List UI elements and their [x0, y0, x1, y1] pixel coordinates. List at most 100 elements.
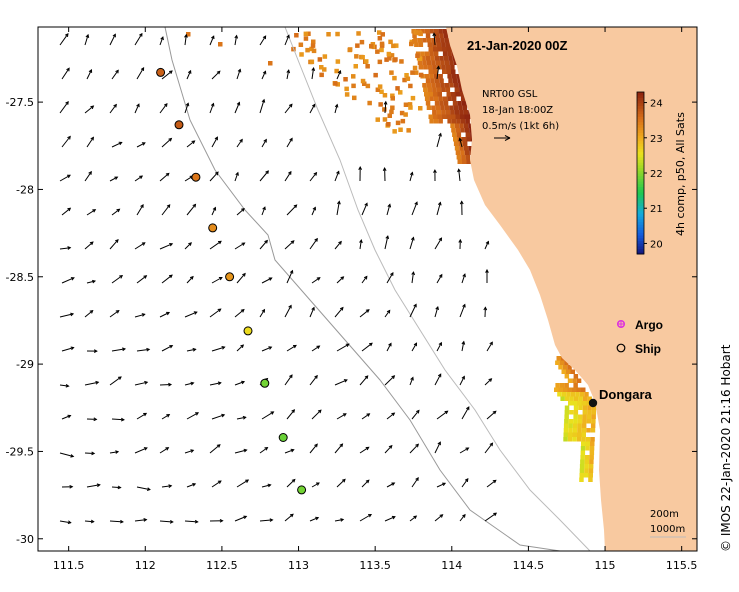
- sst-pixel: [564, 419, 569, 424]
- sst-pixel: [407, 102, 413, 107]
- current-vector-shaft: [311, 345, 320, 352]
- sst-pixel: [347, 47, 352, 53]
- current-vector: [209, 171, 219, 182]
- current-vector-head: [485, 268, 489, 273]
- sst-pixel: [354, 54, 359, 59]
- current-vector-head: [345, 343, 350, 347]
- current-vector-shaft: [109, 376, 122, 386]
- current-vector: [186, 412, 200, 420]
- sst-pixel: [588, 473, 593, 478]
- current-vector-head: [314, 374, 318, 379]
- sst-pixel: [459, 123, 464, 128]
- current-vector-head: [293, 204, 298, 209]
- y-tick-label: -30: [16, 533, 34, 546]
- sst-pixel: [582, 414, 587, 419]
- current-vector-head: [115, 239, 119, 243]
- sst-pixel: [558, 365, 563, 370]
- current-vector-head: [439, 514, 444, 518]
- current-vector-shaft: [111, 348, 126, 352]
- current-vector-head: [119, 274, 124, 279]
- current-vector-head: [243, 448, 248, 453]
- current-vector: [234, 171, 239, 182]
- current-vector-head: [492, 479, 497, 484]
- current-vector: [284, 170, 292, 182]
- current-vector-head: [243, 515, 248, 520]
- x-tick-label: 114: [441, 559, 462, 572]
- current-vector: [186, 275, 194, 284]
- current-vector-shaft: [311, 482, 320, 488]
- current-vector-head: [217, 308, 222, 313]
- sst-pixel: [399, 59, 404, 64]
- sst-pixel: [561, 392, 567, 397]
- sst-pixel: [442, 69, 447, 74]
- current-vector-head: [165, 447, 170, 451]
- current-vector-shaft: [234, 515, 247, 522]
- sst-pixel: [579, 464, 585, 469]
- sst-pixel: [309, 46, 314, 52]
- current-vector-head: [364, 375, 369, 380]
- current-vector: [186, 69, 192, 80]
- colorbar-tick-label: 20: [650, 239, 663, 250]
- sst-pixel: [466, 137, 471, 142]
- sst-pixel: [420, 51, 425, 56]
- current-vector-head: [261, 308, 266, 313]
- current-vector: [161, 345, 174, 352]
- sst-pixel: [572, 428, 578, 433]
- current-vector-shaft: [284, 103, 293, 114]
- colorbar-segment: [637, 183, 644, 187]
- sst-pixel: [572, 423, 578, 428]
- current-vector: [111, 69, 119, 80]
- current-vector-shaft: [234, 381, 245, 386]
- current-vector-head: [185, 102, 190, 107]
- sst-pixel: [433, 74, 439, 79]
- current-vector-shaft: [234, 35, 238, 46]
- sst-pixel: [335, 31, 340, 37]
- current-vector-head: [113, 103, 117, 108]
- current-vector-shaft: [359, 446, 369, 454]
- current-vector: [334, 170, 340, 182]
- sst-pixel: [305, 47, 310, 53]
- current-vector-shaft: [109, 239, 119, 250]
- sst-pixel: [563, 423, 569, 428]
- current-vector-head: [190, 449, 195, 453]
- current-vector-shaft: [86, 209, 96, 216]
- ship-legend-icon: [616, 343, 626, 353]
- current-vector: [359, 513, 373, 522]
- current-vector-head: [289, 374, 293, 379]
- current-vector: [361, 342, 373, 352]
- current-vector: [484, 442, 494, 454]
- sst-pixel: [441, 110, 446, 115]
- sst-pixel: [585, 441, 590, 446]
- sst-pixel: [428, 47, 433, 52]
- sst-pixel: [390, 93, 395, 98]
- colorbar-tick-label: 23: [650, 134, 663, 145]
- current-vector-shaft: [334, 379, 348, 386]
- current-vector-head: [217, 381, 222, 386]
- current-vector: [384, 515, 396, 522]
- current-vector: [86, 483, 101, 488]
- sst-pixel: [412, 33, 417, 38]
- current-vector-head: [343, 379, 348, 383]
- current-vector-shaft: [59, 33, 69, 46]
- current-vector: [136, 486, 151, 491]
- current-vector-head: [88, 68, 93, 73]
- current-vector-head: [365, 446, 370, 451]
- current-vector: [284, 34, 290, 46]
- current-vector-head: [139, 32, 143, 37]
- sst-pixel: [568, 423, 573, 428]
- current-vector-shaft: [184, 520, 198, 523]
- current-vector-head: [464, 478, 469, 482]
- sst-pixel: [577, 428, 582, 433]
- sst-pixel: [580, 459, 585, 464]
- sst-pixel: [572, 401, 577, 406]
- x-tick-label: 115.5: [666, 559, 698, 572]
- sst-pixel: [463, 123, 469, 128]
- current-vector: [434, 237, 443, 250]
- current-vector-head: [442, 482, 447, 486]
- current-vector-shaft: [259, 35, 267, 46]
- current-vector-head: [67, 520, 72, 525]
- current-vector-shaft: [486, 410, 497, 420]
- current-vector: [134, 313, 146, 318]
- current-vector: [234, 308, 245, 318]
- sst-pixel: [365, 83, 371, 89]
